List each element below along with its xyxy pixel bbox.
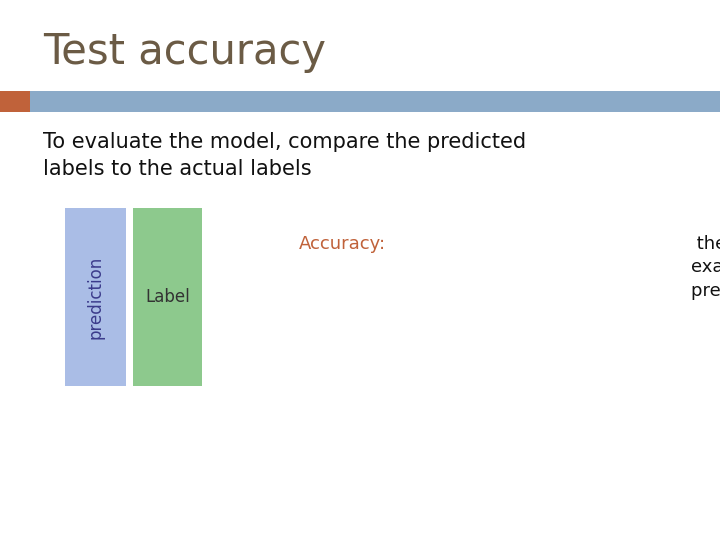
Text: Label: Label (145, 288, 190, 306)
Text: prediction: prediction (86, 255, 104, 339)
Text: the proportion of
examples where we correctly
predicted the label: the proportion of examples where we corr… (690, 235, 720, 300)
Text: Accuracy:: Accuracy: (299, 235, 386, 253)
Bar (65, 208, 126, 386)
Text: Test accuracy: Test accuracy (43, 31, 326, 73)
Bar (133, 208, 202, 386)
Bar (30, 91, 720, 112)
Bar (0, 91, 30, 112)
Text: To evaluate the model, compare the predicted
labels to the actual labels: To evaluate the model, compare the predi… (43, 132, 526, 179)
